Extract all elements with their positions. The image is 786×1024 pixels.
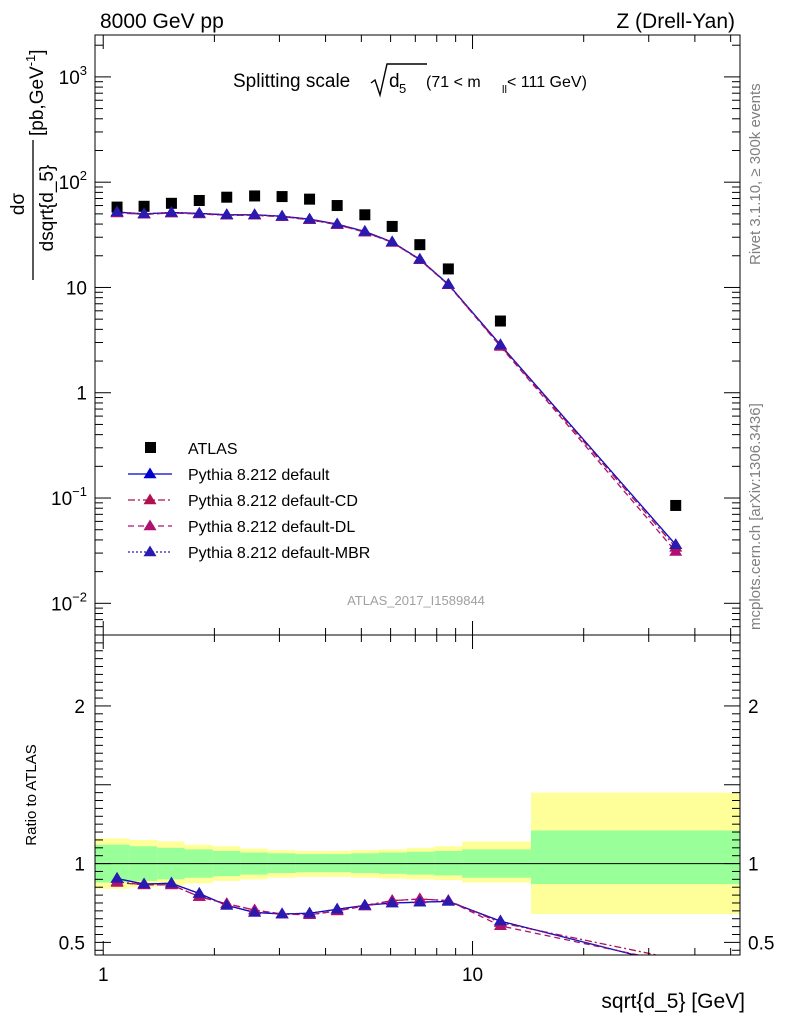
header-right: Z (Drell-Yan): [616, 10, 735, 33]
legend: ATLAS Pythia 8.212 default Pythia 8.212 de…: [128, 441, 370, 562]
axes: 1 10 10−2 10−1 1 10 102 103 0.5 0.5 1 1 2 2: [51, 34, 774, 986]
ratio-marker-3-5: [248, 905, 262, 917]
y-tick-label-0: 10−2: [51, 589, 87, 615]
legend-marker-1: [143, 467, 157, 479]
plot-title-var-sub: 5: [399, 81, 406, 96]
legend-marker-3: [143, 519, 157, 531]
atlas-point-4: [221, 191, 233, 203]
atlas-point-10: [386, 220, 398, 232]
atlas-point-11: [414, 239, 426, 251]
ratio-tick-label-left-1: 1: [74, 855, 85, 876]
plot-title-range-pre: (71 < m: [426, 74, 481, 91]
ratio-marker-3-11: [413, 895, 427, 907]
legend-marker-0: [145, 442, 156, 453]
top-marker-4-2: [164, 206, 178, 217]
y-tick-label-3: 10: [66, 278, 87, 299]
atlas-point-2: [165, 197, 177, 209]
top-marker-4-12: [441, 277, 455, 289]
rivet-label: Rivet 3.1.10, ≥ 300k events: [747, 83, 764, 265]
ratio-tick-label-left-0: 0.5: [59, 933, 85, 954]
ratio-marker-3-2: [164, 876, 178, 888]
sqrt-symbol: [370, 63, 427, 98]
top-marker-4-4: [220, 208, 234, 220]
top-marker-4-0: [110, 205, 124, 217]
ratio-marker-3-3: [192, 887, 206, 898]
top-marker-4-8: [330, 217, 344, 229]
legend-label-4: Pythia 8.212 default-MBR: [188, 545, 370, 562]
plot-title-main: Splitting scale: [233, 71, 350, 92]
top-marker-4-10: [385, 235, 399, 247]
top-marker-4-6: [275, 209, 289, 221]
x-tick-label-0: 1: [98, 965, 109, 986]
plot-title: Splitting scale d 5 (71 < m ll < 111 GeV…: [233, 63, 587, 98]
ratio-marker-3-0: [110, 872, 124, 883]
x-tick-label-1: 10: [462, 965, 483, 986]
ratio-marker-3-6: [275, 907, 289, 919]
top-marker-4-11: [413, 252, 427, 264]
plot-title-range-sub: ll: [502, 84, 507, 96]
y-tick-label-5: 103: [59, 63, 87, 89]
top-marker-4-5: [248, 208, 262, 220]
legend-marker-4: [143, 545, 157, 557]
y-axis-label-top: dσ dsqrt{d_5} [pb,GeV-1]: [8, 49, 58, 280]
y-label-num: dσ: [8, 193, 29, 216]
atlas-point-5: [249, 190, 261, 202]
y-axis-label-bottom: Ratio to ATLAS: [23, 744, 40, 845]
top-marker-4-7: [303, 212, 317, 224]
atlas-point-9: [359, 209, 371, 221]
legend-label-2: Pythia 8.212 default-CD: [188, 493, 358, 510]
plot-title-range-post: < 111 GeV): [507, 74, 587, 91]
watermark: ATLAS_2017_I1589844: [347, 593, 485, 608]
y-tick-label-2: 1: [76, 384, 87, 405]
top-marker-4-1: [137, 207, 151, 219]
header-left: 8000 GeV pp: [100, 10, 224, 33]
legend-label-1: Pythia 8.212 default: [188, 467, 330, 484]
legend-marker-2: [143, 493, 157, 505]
ratio-panel-frame: [94, 634, 741, 956]
top-marker-4-14: [669, 538, 683, 549]
atlas-point-8: [331, 200, 343, 212]
ratio-uncertainty-bands: [95, 792, 740, 915]
atlas-point-1: [138, 200, 150, 212]
ratio-tick-label-right-1: 1: [748, 855, 759, 876]
atlas-point-12: [442, 263, 454, 275]
plot-title-var: d: [389, 71, 400, 92]
atlas-point-13: [494, 315, 506, 327]
legend-label-3: Pythia 8.212 default-DL: [188, 519, 355, 536]
ratio-line-3: [116, 877, 638, 955]
ratio-tick-label-right-0: 0.5: [748, 933, 774, 954]
ratio-tick-label-right-2: 2: [748, 697, 759, 718]
ratio-line-2: [116, 881, 642, 955]
legend-label-0: ATLAS: [188, 441, 238, 458]
atlas-point-7: [304, 193, 316, 205]
ratio-marker-3-12: [441, 894, 455, 906]
ratio-marker-3-1: [137, 877, 151, 889]
atlas-point-14: [670, 499, 682, 511]
top-panel-series: [110, 190, 683, 556]
top-marker-4-3: [192, 206, 206, 218]
ratio-panel-series: [110, 872, 660, 955]
y-label-den: dsqrt{d_5}: [37, 165, 58, 252]
ratio-marker-3-13: [493, 914, 507, 926]
top-marker-4-13: [493, 338, 507, 350]
ratio-marker-3-4: [220, 898, 234, 910]
ratio-tick-label-left-2: 2: [74, 697, 85, 718]
top-marker-3-14: [669, 545, 683, 556]
ratio-marker-3-8: [330, 902, 344, 914]
x-axis-label: sqrt{d_5} [GeV]: [601, 990, 745, 1013]
ratio-marker-3-9: [358, 898, 372, 910]
atlas-point-6: [276, 191, 288, 203]
top-marker-4-9: [358, 225, 372, 236]
atlas-point-3: [193, 194, 205, 206]
ratio-marker-3-7: [303, 906, 317, 918]
y-tick-label-1: 10−1: [51, 484, 87, 510]
y-tick-label-4: 102: [59, 168, 87, 194]
mcplots-label: mcplots.cern.ch [arXiv:1306.3436]: [747, 403, 764, 630]
y-label-units: [pb,GeV-1]: [23, 49, 48, 136]
ratio-band-inner-14: [531, 830, 740, 885]
ratio-marker-3-10: [385, 896, 399, 908]
